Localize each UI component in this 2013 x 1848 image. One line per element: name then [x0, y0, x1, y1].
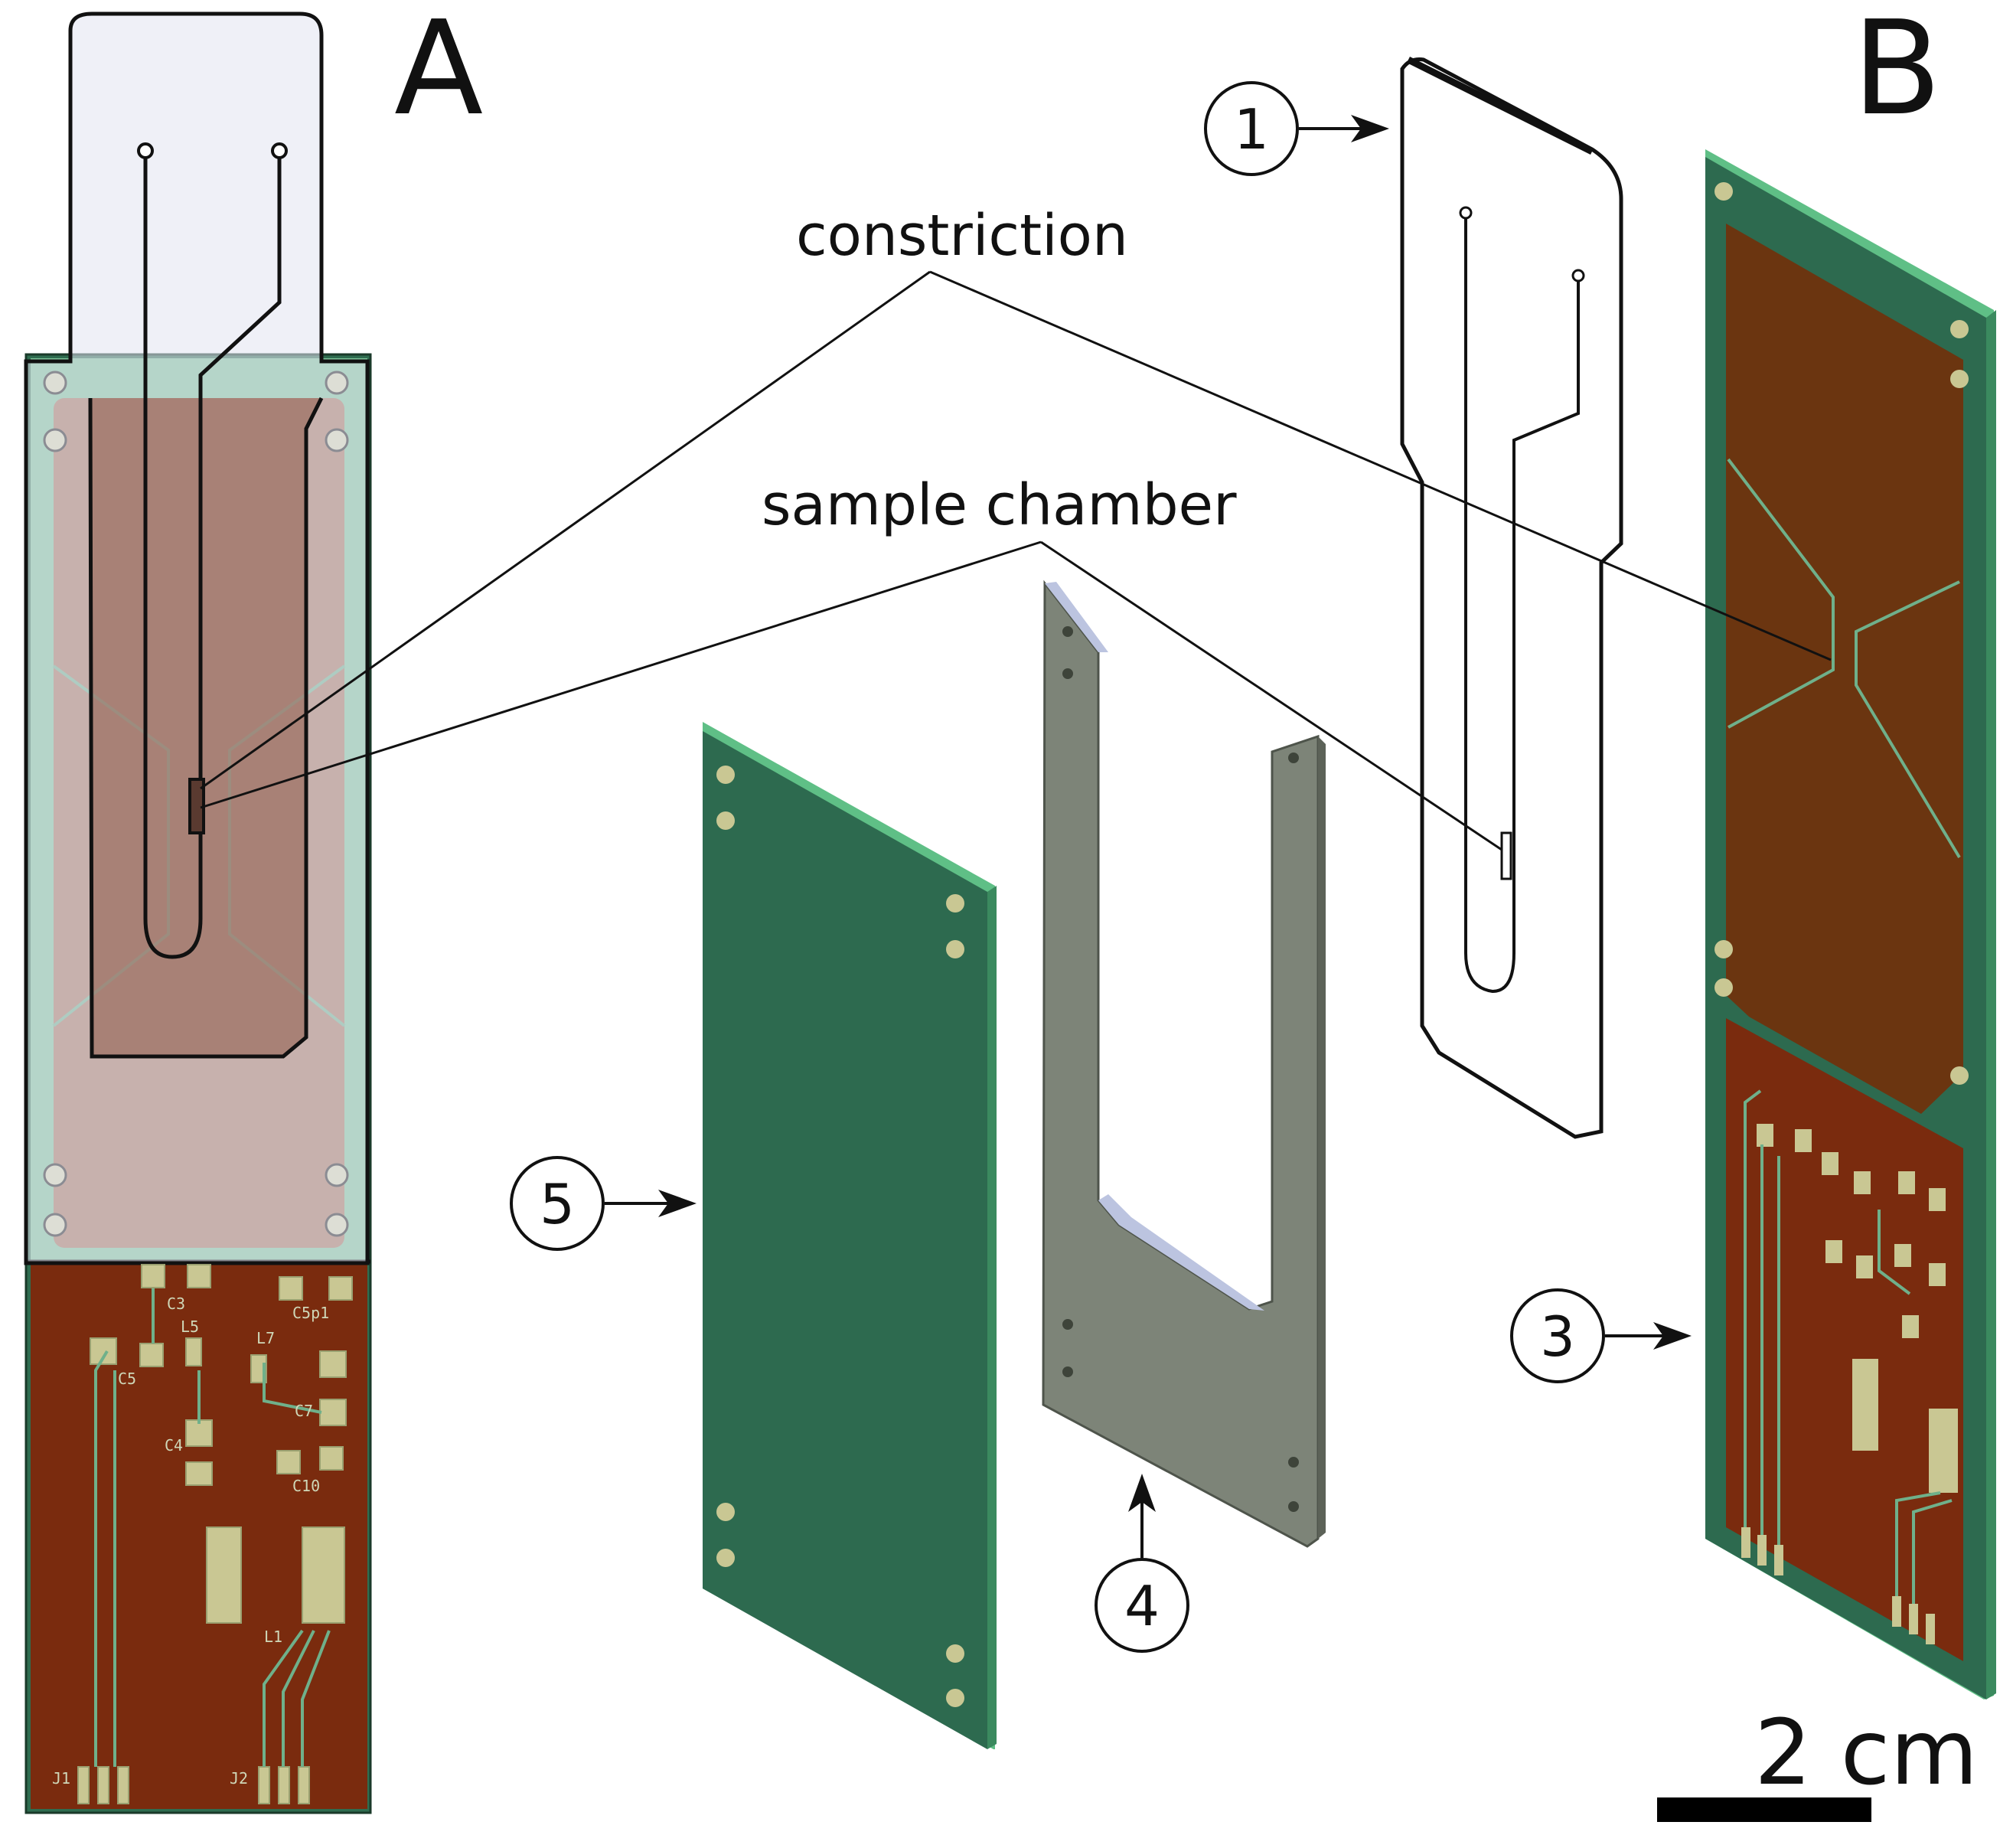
callout-4-text: 4	[1124, 1574, 1160, 1638]
callout-3-text: 3	[1540, 1304, 1575, 1369]
components-a	[77, 1264, 353, 1804]
part-1-lid	[1400, 56, 1623, 1139]
panel-label-b: B	[1852, 0, 1942, 145]
silk-c3: C3	[167, 1295, 185, 1313]
silkscreen-a: C3 L5 C5p1 C5 L7 C4 C7 C10 L1 J1 J2	[52, 1295, 329, 1788]
part-3-pcb	[1705, 149, 1996, 1699]
constriction-leader-b	[929, 270, 1832, 661]
part-1-outlet	[1571, 269, 1585, 282]
part-3-holes	[1714, 182, 1969, 1085]
part-5-pcb	[703, 722, 997, 1749]
scale-bar-label: 2 cm	[1754, 1699, 1978, 1805]
callout-3-circle	[1510, 1288, 1605, 1383]
part-3-side	[1986, 310, 1996, 1699]
callout-5-arrowhead	[658, 1190, 697, 1217]
callout-1-circle	[1204, 81, 1299, 176]
constriction-leader-a	[200, 270, 931, 790]
part-3-components	[1741, 1124, 1958, 1644]
inlet-port-a	[137, 142, 154, 159]
silk-l7: L7	[256, 1329, 275, 1347]
callout-3-arrowhead	[1653, 1322, 1692, 1350]
callout-part-5: 5	[510, 1156, 697, 1251]
part-4-top-edge	[1045, 582, 1108, 652]
part-4-inner-edge	[1098, 1194, 1264, 1311]
callout-part-1: 1	[1204, 81, 1389, 176]
leader-lines	[200, 270, 1832, 851]
sample-chamber-label: sample chamber	[762, 472, 1237, 538]
callout-5-text: 5	[540, 1172, 575, 1236]
scale-bar: 2 cm	[1657, 1699, 1978, 1822]
callout-part-3: 3	[1510, 1288, 1692, 1383]
channel-traces-a	[143, 151, 282, 959]
part-1-sample-chamber	[1500, 831, 1512, 880]
part-1-top-edge	[1406, 56, 1594, 155]
part-3-ground-plane	[1726, 224, 1963, 1114]
panel-a-assembled-view: C3 L5 C5p1 C5 L7 C4 C7 C10 L1 J1 J2 A	[24, 0, 483, 1814]
callout-4-arrowhead	[1128, 1474, 1156, 1512]
part-1-channel	[1464, 213, 1580, 994]
silk-c4: C4	[165, 1436, 183, 1455]
panel-label-a: A	[394, 0, 483, 145]
part-4-spacer	[1042, 580, 1326, 1548]
part-4-holes	[1062, 626, 1299, 1512]
silk-l1: L1	[264, 1628, 282, 1646]
silk-j1: J1	[52, 1769, 70, 1788]
silk-j2: J2	[230, 1769, 248, 1788]
callout-5-circle	[510, 1156, 605, 1251]
callout-1-text: 1	[1234, 97, 1269, 162]
silk-c7: C7	[295, 1402, 313, 1420]
silk-c5p1: C5p1	[292, 1304, 329, 1322]
part-4-face	[1042, 580, 1320, 1548]
part-4-right-side	[1318, 736, 1326, 1539]
callout-part-4: 4	[1095, 1474, 1189, 1653]
part-3-ground-traces	[1727, 458, 1961, 859]
part-5-face	[703, 731, 987, 1749]
chamber-leader-a	[200, 540, 1042, 809]
outlet-port-a	[271, 142, 288, 159]
callout-1-arrowhead	[1351, 115, 1389, 142]
part-5-pads	[716, 766, 964, 1707]
scale-bar-line	[1657, 1797, 1871, 1822]
part-3-lower-traces	[1744, 1089, 1953, 1604]
callout-4-circle	[1095, 1558, 1189, 1653]
part-1-inlet	[1459, 206, 1473, 220]
silk-c10: C10	[292, 1477, 320, 1495]
chamber-leader-b	[1040, 540, 1502, 851]
constriction-label: constriction	[796, 203, 1128, 269]
flow-channel-a	[88, 397, 324, 1059]
component-traces-a	[94, 1288, 331, 1767]
part-5-side	[987, 886, 997, 1749]
silk-c5: C5	[118, 1370, 136, 1388]
silk-l5: L5	[181, 1317, 199, 1336]
panel-b-exploded-view: constriction sample chamber 1 3 4 5 B	[200, 0, 1996, 1822]
